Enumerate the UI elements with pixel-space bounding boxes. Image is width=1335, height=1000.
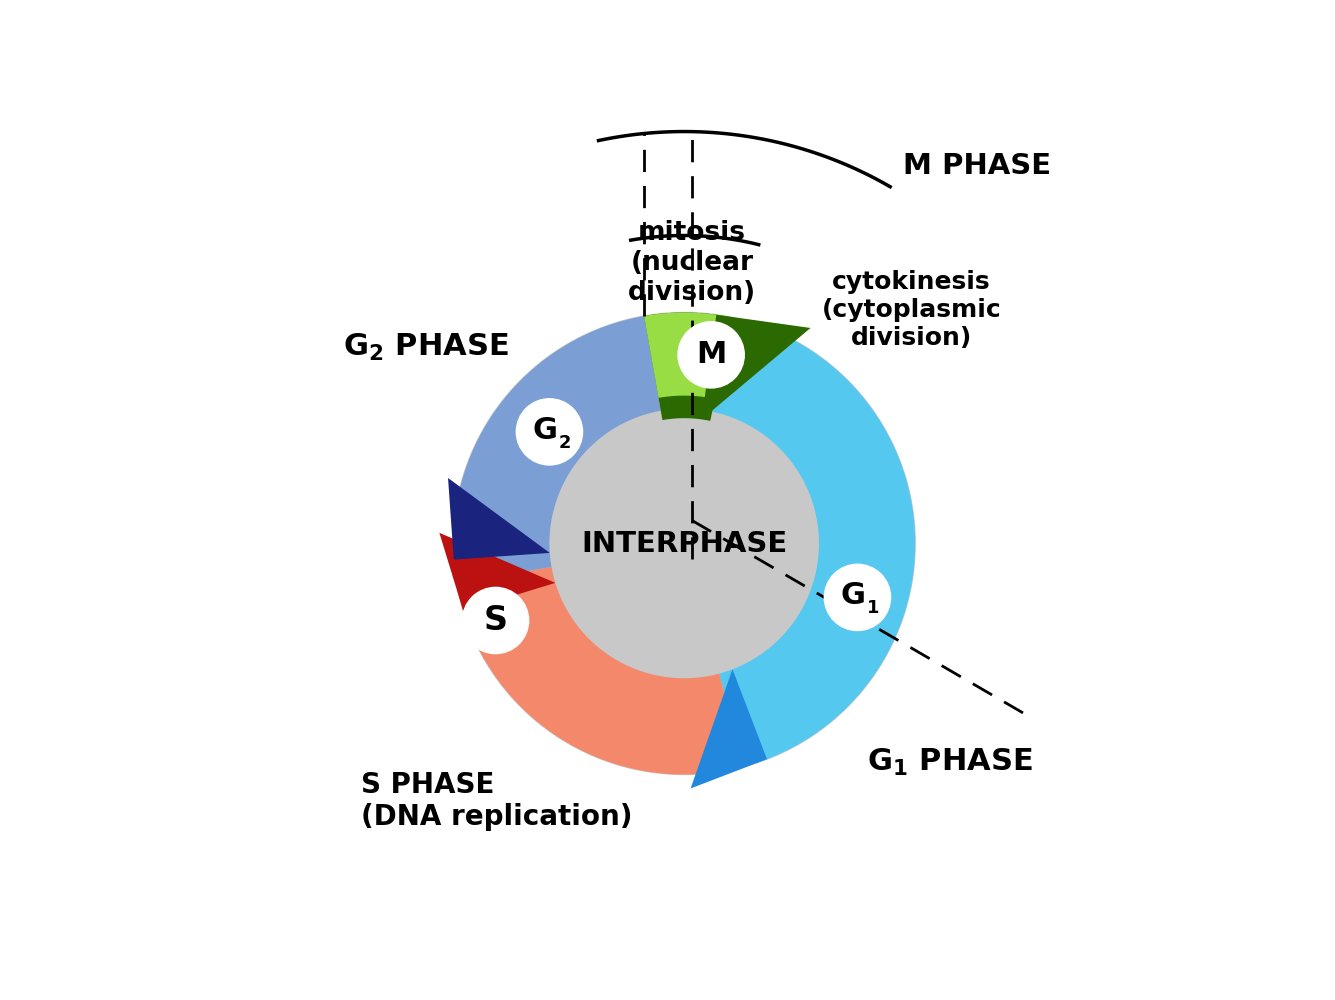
Polygon shape: [449, 478, 550, 560]
Text: G: G: [533, 416, 557, 445]
Circle shape: [517, 399, 582, 465]
Polygon shape: [453, 316, 661, 584]
Text: 2: 2: [559, 434, 571, 452]
Polygon shape: [643, 313, 732, 421]
Circle shape: [550, 409, 818, 678]
Polygon shape: [712, 318, 916, 767]
Circle shape: [462, 587, 529, 654]
Polygon shape: [690, 669, 768, 788]
Circle shape: [824, 564, 890, 631]
Polygon shape: [702, 315, 810, 419]
Text: $\mathbf{G_2}$ PHASE: $\mathbf{G_2}$ PHASE: [343, 332, 509, 363]
Polygon shape: [457, 567, 744, 774]
Text: mitosis
(nuclear
division): mitosis (nuclear division): [627, 220, 756, 306]
Circle shape: [453, 312, 916, 774]
Text: M: M: [696, 340, 726, 369]
Text: 1: 1: [866, 599, 878, 617]
Text: M PHASE: M PHASE: [902, 152, 1051, 180]
Text: $\mathbf{G_1}$ PHASE: $\mathbf{G_1}$ PHASE: [866, 747, 1033, 778]
Text: S PHASE
(DNA replication): S PHASE (DNA replication): [360, 771, 633, 831]
Text: cytokinesis
(cytoplasmic
division): cytokinesis (cytoplasmic division): [821, 270, 1001, 350]
Text: S: S: [483, 604, 507, 637]
Text: G: G: [840, 581, 865, 610]
Circle shape: [678, 322, 744, 388]
Polygon shape: [439, 533, 555, 611]
Polygon shape: [643, 313, 732, 399]
Text: INTERPHASE: INTERPHASE: [581, 530, 788, 558]
